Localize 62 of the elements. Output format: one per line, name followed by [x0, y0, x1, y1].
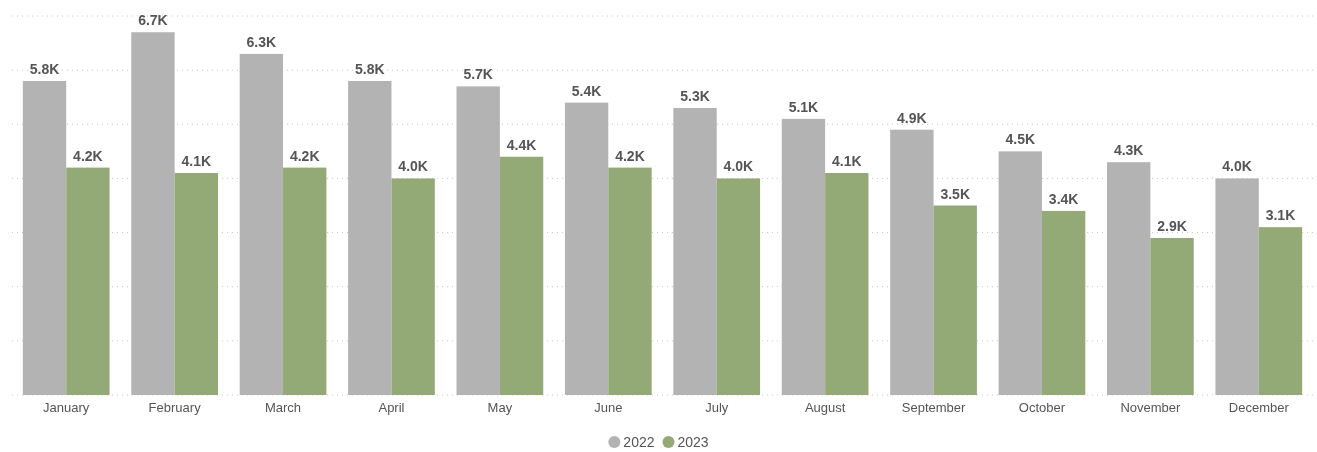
x-tick-label: August — [804, 400, 846, 416]
x-tick-label: May — [487, 400, 513, 416]
x-tick-label: January — [43, 400, 90, 416]
bar — [716, 178, 761, 395]
data-label: 6.3K — [246, 33, 277, 50]
x-tick-label: April — [378, 400, 405, 416]
x-tick-label: March — [264, 400, 302, 416]
data-label: 4.1K — [832, 153, 862, 170]
data-label: 3.4K — [1048, 190, 1079, 207]
data-label: 4.0K — [398, 158, 428, 175]
bar — [391, 178, 435, 395]
bar — [1215, 178, 1259, 395]
bar — [22, 80, 67, 395]
bar — [456, 86, 500, 395]
bar — [131, 32, 175, 395]
x-tick-label: September — [901, 400, 967, 416]
bar — [673, 108, 717, 395]
bar — [1107, 162, 1151, 395]
legend-label: 2023 — [677, 434, 709, 450]
data-label: 5.3K — [680, 88, 710, 105]
data-label: 3.1K — [1265, 207, 1296, 224]
bar — [174, 173, 218, 395]
legend-label: 2022 — [623, 434, 655, 450]
x-tick-label: June — [594, 400, 623, 416]
data-label: 4.2K — [73, 147, 103, 164]
data-label: 4.5K — [1005, 131, 1036, 148]
data-label: 4.2K — [615, 147, 645, 164]
bar — [608, 167, 652, 395]
bar — [998, 151, 1042, 395]
x-tick-label: October — [1018, 400, 1066, 416]
data-label: 4.0K — [723, 158, 754, 175]
bar — [66, 167, 110, 395]
bar — [564, 102, 609, 395]
data-label: 5.8K — [29, 60, 60, 77]
bar — [1258, 227, 1303, 395]
data-label: 5.4K — [571, 82, 602, 99]
bar — [781, 118, 826, 395]
data-label: 6.7K — [138, 12, 168, 29]
data-label: 4.2K — [289, 147, 320, 164]
bar — [239, 53, 284, 395]
data-label: 4.3K — [1113, 142, 1144, 159]
data-label: 5.8K — [354, 60, 385, 77]
x-tick-label: February — [148, 400, 202, 416]
bar — [890, 129, 934, 395]
data-label: 5.7K — [463, 66, 493, 83]
bar — [1150, 237, 1194, 395]
data-label: 2.9K — [1157, 217, 1187, 234]
bar — [933, 205, 977, 395]
bar — [348, 80, 392, 395]
x-tick-label: November — [1120, 400, 1182, 416]
data-label: 5.1K — [788, 98, 819, 115]
x-tick-label: December — [1228, 400, 1290, 416]
data-label: 4.0K — [1222, 158, 1252, 175]
x-tick-label: July — [705, 400, 729, 416]
data-label: 4.9K — [897, 109, 927, 126]
bar — [283, 167, 327, 395]
data-label: 4.1K — [181, 153, 212, 170]
bar — [499, 156, 544, 395]
data-label: 3.5K — [940, 185, 971, 202]
bar — [825, 173, 869, 395]
bar — [1041, 210, 1086, 395]
data-label: 4.4K — [506, 136, 537, 153]
